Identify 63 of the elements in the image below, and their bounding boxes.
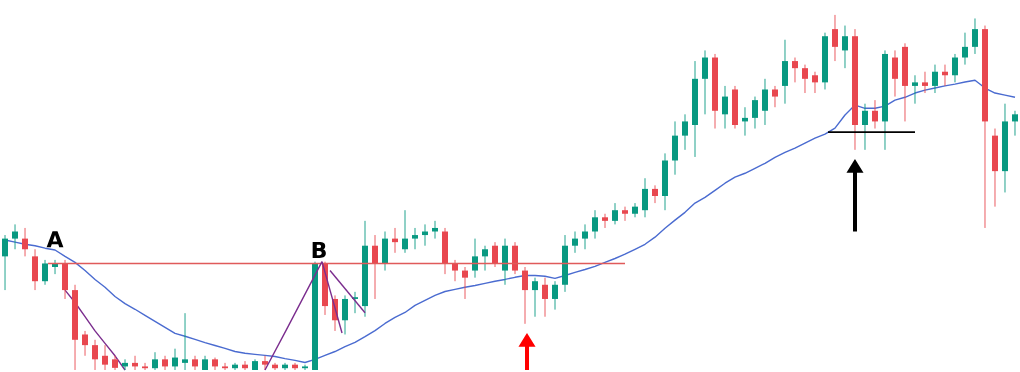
candlestick <box>652 184 658 204</box>
candlestick <box>872 99 878 129</box>
candlestick <box>722 85 728 129</box>
candlestick <box>841 25 848 69</box>
candlestick <box>622 206 628 222</box>
candlestick <box>952 53 958 83</box>
candlestick <box>602 213 609 229</box>
candlestick <box>492 241 499 268</box>
candlestick <box>432 220 439 240</box>
candlestick <box>612 202 618 225</box>
candlestick <box>472 238 479 279</box>
candlestick <box>912 74 918 105</box>
candlestick <box>412 227 419 250</box>
annotation: B <box>312 241 326 258</box>
candlestick <box>572 231 578 254</box>
candlestick <box>82 330 89 357</box>
candlestick <box>762 78 768 126</box>
annotation: A <box>46 231 64 248</box>
candlestick <box>532 277 538 318</box>
candlestick <box>702 49 708 115</box>
candlestick <box>772 85 778 108</box>
candlestick <box>582 223 589 250</box>
candlestick <box>1011 110 1018 137</box>
candlestick <box>632 202 638 218</box>
candlestick <box>522 266 529 325</box>
candlestick <box>802 64 808 94</box>
candlestick <box>212 357 219 371</box>
candlestick <box>2 234 9 291</box>
candlestick <box>182 312 189 371</box>
candlestick <box>222 362 229 371</box>
candlestick <box>192 355 199 371</box>
candlestick <box>792 57 798 83</box>
candlestick <box>462 266 469 300</box>
candlestick <box>832 14 838 62</box>
candlestick <box>22 227 29 257</box>
candlestick <box>12 223 19 250</box>
candlestick <box>452 259 459 282</box>
candlestick <box>342 294 349 335</box>
candlestick <box>152 351 159 371</box>
candlestick <box>102 344 109 371</box>
candlestick <box>552 280 558 311</box>
candlestick <box>402 209 409 254</box>
candlestick <box>812 71 818 94</box>
candlestick <box>262 355 269 371</box>
candlestick <box>752 96 758 129</box>
candlestick <box>142 362 149 371</box>
candlestick <box>642 177 648 218</box>
candlestick <box>42 259 49 286</box>
candlestick <box>172 348 179 371</box>
candlestick <box>971 18 978 55</box>
candlestick <box>861 103 868 151</box>
candlestick <box>961 32 968 66</box>
candlestick <box>162 355 169 371</box>
candlestick <box>482 245 489 272</box>
candlestick <box>372 234 379 300</box>
candlestick <box>92 339 99 371</box>
candlestick <box>302 364 309 371</box>
candlestick <box>921 71 928 94</box>
candlestick <box>892 49 898 98</box>
candlestick <box>592 209 598 240</box>
candlestick <box>932 64 938 94</box>
candlestick <box>542 277 549 318</box>
candlestick <box>682 113 688 151</box>
